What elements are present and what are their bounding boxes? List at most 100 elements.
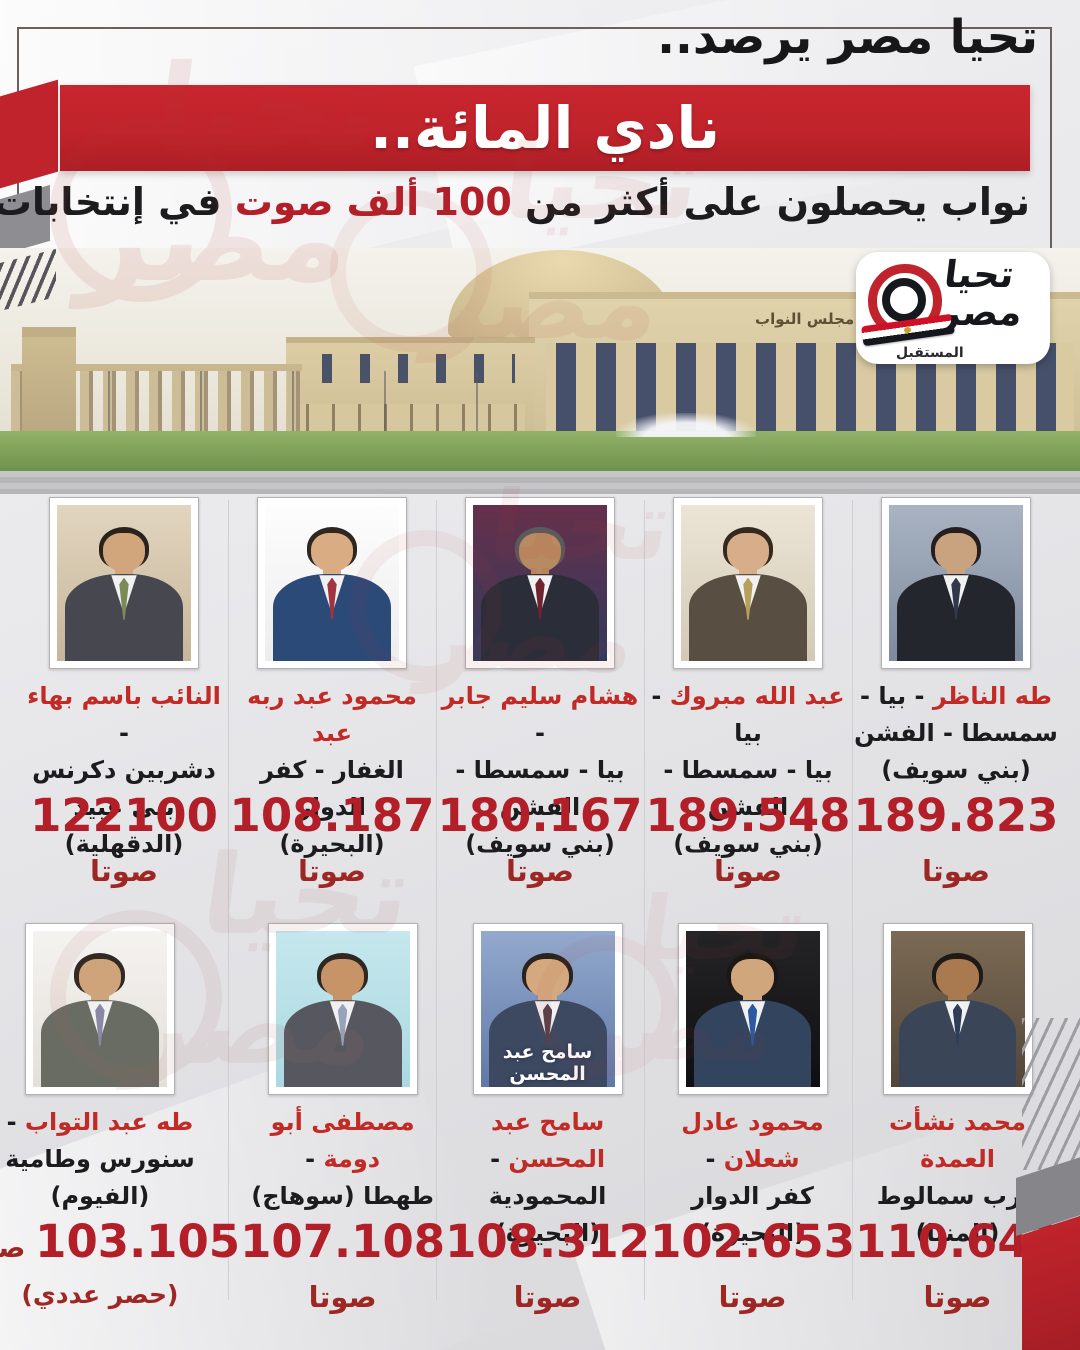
candidate-card: طه الناظر - بيا - سمسطا - الفشن (بني سويف… xyxy=(852,497,1060,889)
votes-count: 180.167 xyxy=(437,789,643,842)
candidate-district-block: بيا - سمسطا - الفشن (بني سويف) xyxy=(436,752,644,863)
candidate-name-line: سامح عبد المحسن - xyxy=(445,1104,650,1178)
candidate-text-block: محمود عادل شعلان - كفر الدوار (البحيرة) xyxy=(650,1104,855,1247)
portrait-tie xyxy=(747,1003,758,1046)
votes-count: 189.823 xyxy=(853,789,1059,842)
portrait-head xyxy=(936,959,979,999)
candidate-name: هشام سليم جابر xyxy=(441,682,639,710)
candidate-caption: هشام سليم جابر - بيا - سمسطا - الفشن (بني… xyxy=(436,678,644,889)
candidate-text-block: محمد نشأت العمدة غرب سمالوط (المنيا) xyxy=(855,1104,1060,1247)
votes-note: (حصر عددي) xyxy=(21,1280,179,1309)
logo-text-line1: تحيا xyxy=(941,253,1017,296)
votes-count: 122100 xyxy=(30,789,218,842)
candidate-district-block: بيا - سمسطا - الفشن (بني سويف) xyxy=(644,752,852,863)
candidate-photo-frame xyxy=(881,497,1031,669)
page-title: نادي المائة.. xyxy=(369,94,720,162)
candidate-name-line: محمد نشأت العمدة xyxy=(855,1104,1060,1178)
candidate-photo-frame: سامح عبد المحسن xyxy=(472,923,623,1095)
votes-unit: صوتا xyxy=(90,854,158,888)
candidate-card: النائب باسم بهاء - دشربين دكرنس بني عبيد … xyxy=(20,497,228,889)
candidate-caption: عبد الله مبروك - بيا بيا - سمسطا - الفشن… xyxy=(644,678,852,889)
candidate-photo xyxy=(473,505,607,661)
votes-unit: صوتا xyxy=(513,1280,582,1314)
candidate-name-suffix: - xyxy=(6,1108,25,1136)
kicker-text: تحيا مصر يرصد.. xyxy=(657,10,1038,65)
candidate-card: محمود عادل شعلان - كفر الدوار (البحيرة) 1… xyxy=(650,923,855,1315)
candidate-photo-frame xyxy=(267,923,418,1095)
candidate-text-block: مصطفى أبو دومة - طهطا (سوهاج) xyxy=(240,1104,445,1217)
candidate-photo-frame xyxy=(24,923,175,1095)
votes-line: 108.312 xyxy=(445,1217,650,1277)
subtitle-before: نواب يحصلون على أكثر من xyxy=(511,180,1030,224)
candidate-caption: طه الناظر - بيا - سمسطا - الفشن (بني سويف… xyxy=(852,678,1060,889)
portrait-tie xyxy=(743,577,753,620)
candidate-text-block: النائب باسم بهاء - دشربين دكرنس بني عبيد … xyxy=(20,678,228,858)
candidate-district-line: بني عبيد (الدقهلية) xyxy=(64,793,184,858)
portrait-tie xyxy=(535,577,545,620)
portrait-head xyxy=(518,533,562,573)
candidate-name: سامح عبد المحسن xyxy=(490,1108,606,1173)
portrait-head xyxy=(934,533,978,573)
logo-ring-icon xyxy=(861,264,955,347)
candidate-caption: محمود عادل شعلان - كفر الدوار (البحيرة) 1… xyxy=(650,1104,855,1315)
votes-line: 103.105 صوتا xyxy=(0,1217,240,1277)
candidate-name-suffix: - xyxy=(490,1145,509,1173)
column-separator xyxy=(644,500,645,1300)
candidate-district-line: بيا - سمسطا - الفشن xyxy=(663,756,833,821)
candidate-card: محمود عبد ربه عبد الغفار - كفر الدوار (ال… xyxy=(228,497,436,889)
candidate-photo: سامح عبد المحسن xyxy=(480,931,615,1087)
candidate-name-line: مصطفى أبو دومة - xyxy=(240,1104,445,1178)
candidate-text-block: طه عبد التواب - سنورس وطامية (الفيوم) xyxy=(0,1104,240,1217)
candidates-row-1: طه الناظر - بيا - سمسطا - الفشن (بني سويف… xyxy=(0,497,1080,889)
candidate-district-line: الغفار - كفر الدوار xyxy=(260,756,404,821)
lawn xyxy=(0,431,1080,471)
candidate-name-suffix: - xyxy=(705,1145,724,1173)
candidate-photo xyxy=(681,505,815,661)
column-separator xyxy=(436,500,437,1300)
portrait-tie xyxy=(119,577,129,620)
subtitle-highlight: 100 ألف صوت xyxy=(234,180,512,224)
votes-unit: صوتا xyxy=(718,1280,787,1314)
candidate-photo xyxy=(685,931,820,1087)
logo-text-line2: مصر xyxy=(936,291,1025,334)
logo-tagline: المستقبل xyxy=(896,345,964,361)
candidate-name-suffix: - بيا xyxy=(651,682,762,747)
votes-line: 180.167 xyxy=(436,791,644,851)
building-sign: مجلس النواب xyxy=(755,310,855,329)
candidate-text-block: عبد الله مبروك - بيا بيا - سمسطا - الفشن… xyxy=(644,678,852,858)
votes-count: 189.548 xyxy=(645,789,851,842)
candidate-name: محمود عادل شعلان xyxy=(681,1108,824,1173)
candidate-caption: محمود عبد ربه عبد الغفار - كفر الدوار (ال… xyxy=(228,678,436,889)
flag-emblem-icon xyxy=(903,326,912,334)
candidate-photo-frame xyxy=(49,497,199,669)
votes-unit: صوتا xyxy=(298,854,366,888)
portrait-head xyxy=(310,533,354,573)
candidate-district-block: سنورس وطامية (الفيوم) xyxy=(0,1141,240,1215)
candidate-name: عبد الله مبروك xyxy=(669,682,845,710)
candidate-name-suffix: - xyxy=(535,719,545,747)
candidate-district-block: الغفار - كفر الدوار (البحيرة) xyxy=(228,752,436,863)
votes-unit: صوتا xyxy=(923,1280,992,1314)
votes-unit: صوتا xyxy=(922,854,990,888)
column-separator xyxy=(228,500,229,1300)
candidate-photo xyxy=(57,505,191,661)
candidate-card: هشام سليم جابر - بيا - سمسطا - الفشن (بني… xyxy=(436,497,644,889)
candidate-district-line: (البحيرة) xyxy=(279,830,385,858)
candidate-caption: محمد نشأت العمدة غرب سمالوط (المنيا) 110.… xyxy=(855,1104,1060,1315)
votes-line: 110.643 xyxy=(855,1217,1060,1277)
votes-unit: صوتا xyxy=(0,1231,26,1264)
candidate-name: مصطفى أبو دومة xyxy=(270,1108,415,1173)
candidates-grid: طه الناظر - بيا - سمسطا - الفشن (بني سويف… xyxy=(0,497,1080,1315)
votes-line: 108.187 xyxy=(228,791,436,851)
candidate-name-line: عبد الله مبروك - بيا xyxy=(644,678,852,752)
candidate-name-line: طه الناظر - بيا - xyxy=(852,678,1060,715)
votes-unit: صوتا xyxy=(714,854,782,888)
candidates-row-2: محمد نشأت العمدة غرب سمالوط (المنيا) 110.… xyxy=(0,923,1080,1315)
candidate-district-line: دشربين دكرنس xyxy=(32,756,216,784)
votes-count: 102.653 xyxy=(650,1215,856,1268)
candidate-card: مصطفى أبو دومة - طهطا (سوهاج) 107.108 صو… xyxy=(240,923,445,1315)
tahya-misr-logo: تحيا مصر المستقبل xyxy=(856,252,1050,364)
portrait-tie xyxy=(951,577,961,620)
portrait-head xyxy=(726,533,770,573)
